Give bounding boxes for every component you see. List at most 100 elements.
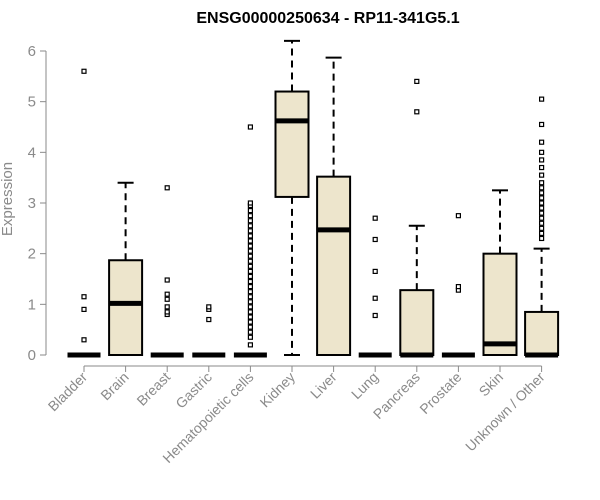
outlier-point — [164, 277, 170, 283]
box-group — [482, 189, 518, 357]
outlier-point — [247, 124, 253, 130]
outlier-point — [206, 316, 212, 323]
outlier-point — [372, 312, 378, 319]
box-group — [316, 56, 352, 356]
outlier-point — [538, 96, 545, 102]
box-iqr — [316, 175, 352, 356]
box-iqr — [108, 259, 144, 356]
chart-title: ENSG00000250634 - RP11-341G5.1 — [196, 10, 459, 27]
outlier-point — [372, 268, 378, 274]
outlier-point — [247, 200, 253, 206]
x-tick-label: Prostate — [416, 369, 464, 417]
outlier-point — [81, 68, 87, 74]
outlier-point — [455, 213, 461, 219]
outlier-point — [247, 289, 253, 295]
outlier-point — [538, 164, 545, 171]
box-iqr — [399, 289, 435, 356]
outlier-point — [247, 208, 253, 214]
outlier-point — [81, 306, 87, 312]
y-tick-label: 2 — [28, 246, 36, 263]
box-series — [67, 39, 560, 358]
outlier-point — [247, 213, 253, 219]
outlier-point — [247, 299, 253, 305]
outlier-point — [247, 248, 253, 254]
y-tick-label: 6 — [28, 43, 36, 60]
outlier-point — [247, 278, 253, 285]
outlier-point — [164, 185, 170, 191]
outlier-point — [538, 121, 545, 128]
outlier-point — [538, 180, 545, 186]
outlier-point — [538, 149, 545, 155]
outlier-point — [455, 284, 461, 290]
box-iqr — [274, 90, 310, 198]
box-group — [274, 39, 310, 356]
outlier-point — [247, 334, 253, 340]
outlier-point — [164, 304, 170, 310]
box-iqr — [524, 310, 560, 356]
outlier-point — [164, 309, 170, 315]
x-tick-label: Kidney — [257, 369, 299, 411]
outlier-point — [372, 236, 378, 243]
outlier-point — [538, 172, 545, 178]
y-tick-label: 0 — [28, 347, 36, 364]
box-group — [358, 215, 392, 358]
outlier-point — [81, 294, 87, 300]
box-group — [441, 213, 475, 358]
box-group — [67, 68, 101, 358]
box-group — [233, 124, 267, 358]
outlier-point — [538, 185, 545, 191]
outlier-point — [247, 238, 253, 244]
outlier-point — [247, 253, 253, 259]
x-tick-label: Brain — [97, 369, 131, 403]
outlier-point — [247, 304, 253, 310]
x-tick-label: Breast — [133, 369, 173, 409]
x-tick-label: Unknown / Other — [462, 369, 548, 455]
outlier-point — [414, 78, 420, 85]
outlier-point — [247, 223, 253, 229]
outlier-point — [247, 294, 253, 300]
outlier-point — [247, 319, 253, 325]
box-group — [524, 96, 560, 358]
outlier-point — [247, 263, 253, 269]
outlier-point — [247, 314, 253, 320]
outlier-point — [247, 273, 253, 280]
outlier-point — [247, 284, 253, 290]
outlier-point — [372, 295, 378, 301]
outlier-point — [247, 233, 253, 239]
box-group — [192, 304, 226, 358]
outlier-point — [81, 337, 87, 343]
outlier-point — [247, 329, 253, 335]
outlier-point — [538, 139, 545, 145]
outlier-point — [538, 210, 545, 216]
outlier-point — [538, 190, 545, 196]
outlier-point — [247, 228, 253, 234]
outlier-point — [164, 296, 170, 302]
outlier-point — [538, 205, 545, 211]
outlier-point — [247, 218, 253, 224]
outlier-point — [538, 215, 545, 221]
x-tick-label: Liver — [307, 369, 340, 402]
outlier-point — [538, 225, 545, 231]
outlier-point — [247, 243, 253, 249]
box-group — [108, 181, 144, 356]
y-tick-label: 5 — [28, 94, 36, 111]
box-iqr — [482, 252, 518, 357]
box-group — [150, 185, 184, 358]
y-tick-label: 1 — [28, 296, 36, 313]
outlier-point — [247, 324, 253, 330]
x-tick-label: Skin — [476, 369, 507, 400]
outlier-point — [414, 109, 420, 115]
outlier-point — [247, 342, 253, 348]
outlier-point — [538, 235, 545, 242]
outlier-point — [372, 215, 378, 221]
outlier-point — [164, 291, 170, 297]
y-tick-label: 4 — [28, 144, 36, 161]
outlier-point — [247, 268, 253, 274]
y-axis-label: Expression — [0, 162, 16, 236]
y-tick-label: 3 — [28, 195, 36, 212]
outlier-point — [247, 258, 253, 264]
outlier-point — [538, 220, 545, 226]
outlier-point — [538, 195, 545, 201]
